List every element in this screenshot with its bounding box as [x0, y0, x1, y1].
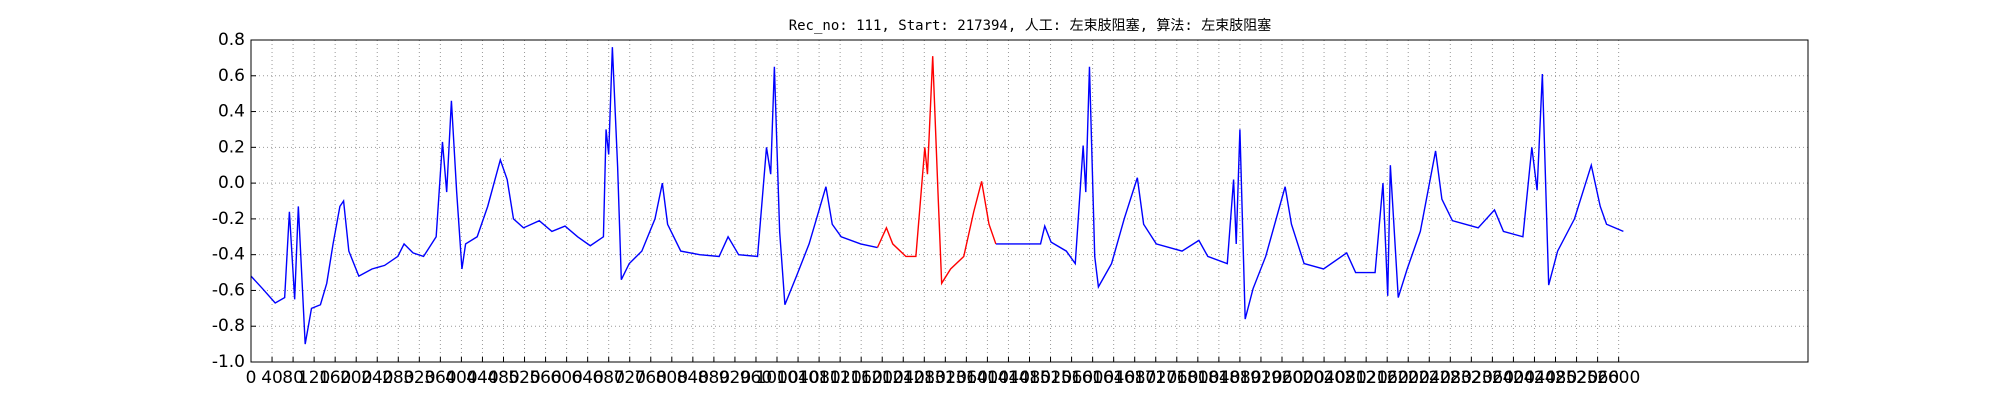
y-tick-label: 0.6	[218, 66, 245, 86]
signal-line	[876, 56, 997, 286]
x-tick-label: 920	[719, 368, 751, 388]
x-tick-label: 480	[487, 368, 519, 388]
signal-line	[250, 47, 1624, 345]
x-tick-label: 2040	[1302, 368, 1345, 388]
x-tick-label: 1280	[903, 368, 946, 388]
x-tick-label: 2560	[1576, 368, 1619, 388]
chart-title: Rec_no: 111, Start: 217394, 人工: 左束肢阻塞, 算…	[789, 17, 1272, 34]
x-tick-label: 1200	[861, 368, 904, 388]
x-tick-label: 720	[614, 368, 646, 388]
x-tick-label: 2160	[1366, 368, 1409, 388]
x-tick-label: 1360	[945, 368, 988, 388]
y-tick-label: 0.4	[218, 102, 245, 122]
x-tick-label: 240	[361, 368, 393, 388]
y-tick-label: -0.6	[212, 280, 245, 300]
x-tick-label: 600	[550, 368, 582, 388]
x-tick-label: 1560	[1050, 368, 1093, 388]
x-tick-label: 1840	[1197, 368, 1240, 388]
x-tick-label: 840	[677, 368, 709, 388]
x-tick-label: 680	[592, 368, 624, 388]
x-tick-label: 280	[382, 368, 414, 388]
x-tick-label: 760	[635, 368, 667, 388]
x-tick-label: 2240	[1408, 368, 1451, 388]
x-tick-label: 40	[261, 368, 283, 388]
x-tick-label: 1480	[1008, 368, 1051, 388]
y-tick-label: -0.2	[212, 209, 245, 229]
x-tick-label: 1000	[755, 368, 798, 388]
x-tick-label: 1880	[1218, 368, 1261, 388]
x-tick-label: 2080	[1323, 368, 1366, 388]
x-tick-label: 1040	[776, 368, 819, 388]
x-tick-label: 0	[246, 368, 257, 388]
x-tick-label: 2200	[1387, 368, 1430, 388]
x-tick-label: 1240	[882, 368, 925, 388]
x-tick-label: 1960	[1260, 368, 1303, 388]
x-tick-label: 1080	[797, 368, 840, 388]
x-tick-label: 1440	[987, 368, 1030, 388]
x-tick-label: 80	[282, 368, 304, 388]
x-tick-label: 880	[698, 368, 730, 388]
y-tick-label: 0.8	[218, 30, 245, 50]
x-tick-label: 2600	[1597, 368, 1640, 388]
x-tick-label: 2400	[1492, 368, 1535, 388]
x-tick-label: 1920	[1239, 368, 1282, 388]
x-tick-label: 2440	[1513, 368, 1556, 388]
x-tick-label: 960	[740, 368, 772, 388]
x-tick-label: 1760	[1155, 368, 1198, 388]
x-tick-label: 400	[445, 368, 477, 388]
x-tick-label: 2520	[1555, 368, 1598, 388]
x-tick-label: 2360	[1471, 368, 1514, 388]
x-tick-label: 640	[571, 368, 603, 388]
x-tick-label: 360	[424, 368, 456, 388]
x-tick-label: 120	[298, 368, 330, 388]
x-tick-label: 1800	[1176, 368, 1219, 388]
x-tick-label: 2000	[1281, 368, 1324, 388]
x-tick-label: 1640	[1092, 368, 1135, 388]
x-tick-label: 2280	[1429, 368, 1472, 388]
x-tick-label: 2320	[1450, 368, 1493, 388]
x-tick-label: 1720	[1134, 368, 1177, 388]
x-tick-label: 2480	[1534, 368, 1577, 388]
x-tick-label: 160	[319, 368, 351, 388]
plot-frame	[250, 39, 1809, 363]
x-tick-label: 1680	[1113, 368, 1156, 388]
x-tick-label: 200	[340, 368, 372, 388]
y-tick-label: -0.4	[212, 245, 245, 265]
x-tick-label: 1120	[819, 368, 862, 388]
y-tick-label: -0.8	[212, 316, 245, 336]
x-tick-label: 1320	[924, 368, 967, 388]
y-tick-label: -1.0	[212, 352, 245, 372]
x-tick-label: 1400	[966, 368, 1009, 388]
x-tick-label: 2120	[1345, 368, 1388, 388]
x-tick-label: 440	[466, 368, 498, 388]
x-tick-label: 320	[403, 368, 435, 388]
x-tick-label: 1520	[1029, 368, 1072, 388]
y-tick-label: 0.0	[218, 173, 245, 193]
y-tick-label: 0.2	[218, 137, 245, 157]
x-tick-label: 560	[529, 368, 561, 388]
x-tick-label: 1160	[840, 368, 883, 388]
x-tick-label: 1600	[1071, 368, 1114, 388]
x-tick-label: 520	[508, 368, 540, 388]
x-tick-label: 800	[656, 368, 688, 388]
